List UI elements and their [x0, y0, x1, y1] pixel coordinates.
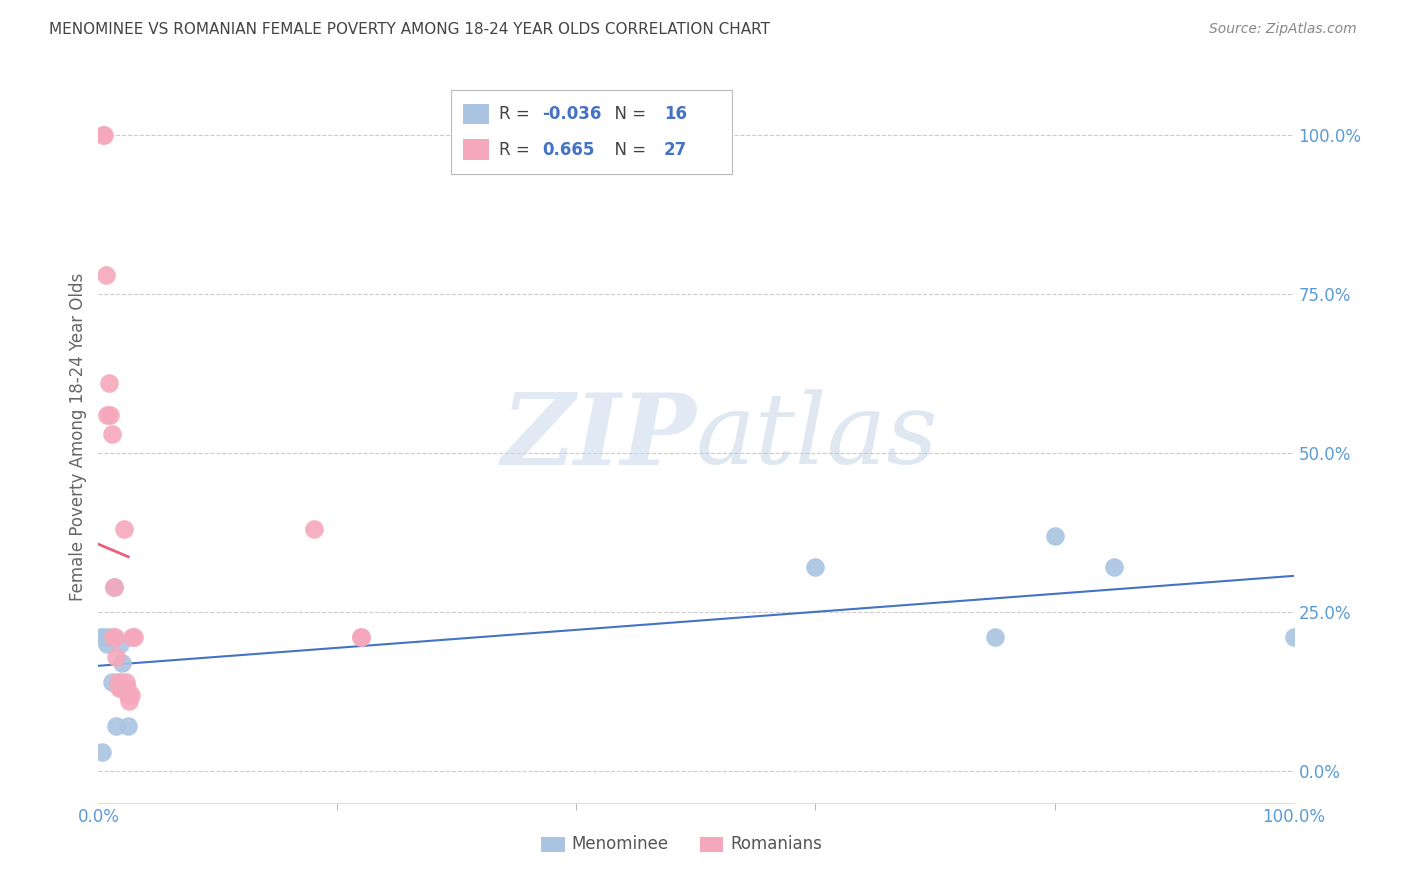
FancyBboxPatch shape — [541, 838, 565, 852]
Point — [96, 637, 118, 651]
Text: 16: 16 — [664, 104, 686, 123]
Text: atlas: atlas — [696, 390, 939, 484]
FancyBboxPatch shape — [700, 838, 724, 852]
Text: N =: N = — [605, 141, 651, 159]
Point — [101, 631, 124, 645]
Text: R =: R = — [499, 141, 534, 159]
Point — [107, 675, 129, 690]
Point — [105, 649, 128, 664]
Point — [1104, 560, 1126, 574]
Point — [1282, 631, 1305, 645]
Point — [117, 688, 139, 702]
Point — [115, 681, 138, 696]
Point — [120, 688, 142, 702]
Text: ZIP: ZIP — [501, 389, 696, 485]
Text: MENOMINEE VS ROMANIAN FEMALE POVERTY AMONG 18-24 YEAR OLDS CORRELATION CHART: MENOMINEE VS ROMANIAN FEMALE POVERTY AMO… — [49, 22, 770, 37]
Y-axis label: Female Poverty Among 18-24 Year Olds: Female Poverty Among 18-24 Year Olds — [69, 273, 87, 601]
Point — [103, 580, 125, 594]
Point — [984, 631, 1007, 645]
Point — [350, 631, 373, 645]
Point — [94, 268, 117, 282]
Point — [302, 522, 325, 536]
Point — [110, 681, 132, 696]
Point — [98, 408, 122, 422]
Point — [98, 376, 121, 390]
Point — [98, 631, 121, 645]
Text: N =: N = — [605, 104, 651, 123]
Point — [112, 522, 135, 536]
Point — [124, 631, 146, 645]
Point — [115, 675, 138, 690]
Point — [105, 719, 128, 733]
Point — [804, 560, 827, 574]
Point — [1043, 529, 1066, 543]
Point — [104, 631, 127, 645]
Point — [350, 631, 373, 645]
FancyBboxPatch shape — [463, 139, 489, 160]
FancyBboxPatch shape — [463, 103, 489, 124]
Point — [93, 631, 115, 645]
Point — [108, 637, 131, 651]
Point — [91, 128, 114, 142]
Point — [100, 426, 122, 441]
Point — [111, 656, 134, 670]
Point — [108, 675, 131, 690]
Text: 27: 27 — [664, 141, 688, 159]
Point — [96, 408, 118, 422]
Point — [90, 631, 112, 645]
Text: Romanians: Romanians — [731, 836, 823, 854]
Text: 0.665: 0.665 — [541, 141, 595, 159]
Point — [107, 681, 129, 696]
Point — [111, 681, 134, 696]
Text: Menominee: Menominee — [572, 836, 669, 854]
Point — [91, 745, 114, 759]
Point — [93, 128, 115, 142]
Point — [121, 631, 143, 645]
Text: Source: ZipAtlas.com: Source: ZipAtlas.com — [1209, 22, 1357, 37]
Point — [118, 694, 141, 708]
Point — [103, 580, 125, 594]
Text: -0.036: -0.036 — [541, 104, 602, 123]
Point — [100, 675, 122, 690]
Text: R =: R = — [499, 104, 534, 123]
Point — [117, 719, 139, 733]
FancyBboxPatch shape — [451, 90, 733, 174]
